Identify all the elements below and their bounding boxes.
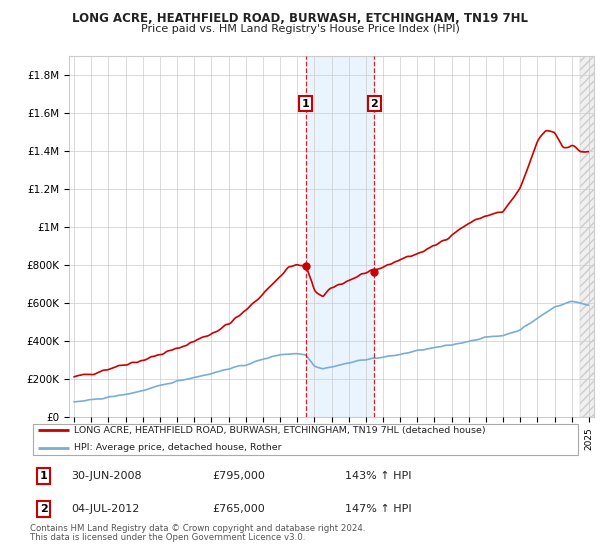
Text: 30-JUN-2008: 30-JUN-2008 [71,471,142,481]
Text: 2: 2 [371,99,378,109]
Text: LONG ACRE, HEATHFIELD ROAD, BURWASH, ETCHINGHAM, TN19 7HL (detached house): LONG ACRE, HEATHFIELD ROAD, BURWASH, ETC… [74,426,486,435]
Text: 1: 1 [40,471,47,481]
Text: LONG ACRE, HEATHFIELD ROAD, BURWASH, ETCHINGHAM, TN19 7HL: LONG ACRE, HEATHFIELD ROAD, BURWASH, ETC… [72,12,528,25]
Text: 2: 2 [40,504,47,514]
Text: £765,000: £765,000 [212,504,265,514]
Bar [580,56,600,417]
Text: 1: 1 [302,99,310,109]
Text: 147% ↑ HPI: 147% ↑ HPI [344,504,411,514]
Text: This data is licensed under the Open Government Licence v3.0.: This data is licensed under the Open Gov… [30,533,305,542]
FancyBboxPatch shape [33,424,578,455]
Bar [306,56,374,417]
Text: 143% ↑ HPI: 143% ↑ HPI [344,471,411,481]
Text: 04-JUL-2012: 04-JUL-2012 [71,504,140,514]
Text: Contains HM Land Registry data © Crown copyright and database right 2024.: Contains HM Land Registry data © Crown c… [30,524,365,533]
Text: £795,000: £795,000 [212,471,265,481]
Text: Price paid vs. HM Land Registry's House Price Index (HPI): Price paid vs. HM Land Registry's House … [140,24,460,34]
Bar [580,56,600,417]
Text: HPI: Average price, detached house, Rother: HPI: Average price, detached house, Roth… [74,444,282,452]
